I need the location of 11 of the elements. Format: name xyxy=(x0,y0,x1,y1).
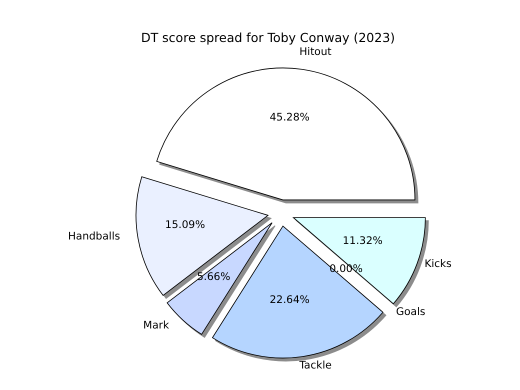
data-label: 45.28% xyxy=(270,111,310,124)
slice-label: Kicks xyxy=(424,258,452,270)
chart-title: DT score spread for Toby Conway (2023) xyxy=(140,30,396,45)
data-label: 15.09% xyxy=(165,219,206,232)
slice-label: Tackle xyxy=(298,359,332,372)
slice-label: Hitout xyxy=(299,46,332,58)
data-label: 22.64% xyxy=(270,294,310,306)
slice-label: Handballs xyxy=(68,230,120,243)
data-label: 11.32% xyxy=(342,234,383,247)
slice-label: Mark xyxy=(143,320,170,332)
category-label: Goals xyxy=(396,306,426,318)
